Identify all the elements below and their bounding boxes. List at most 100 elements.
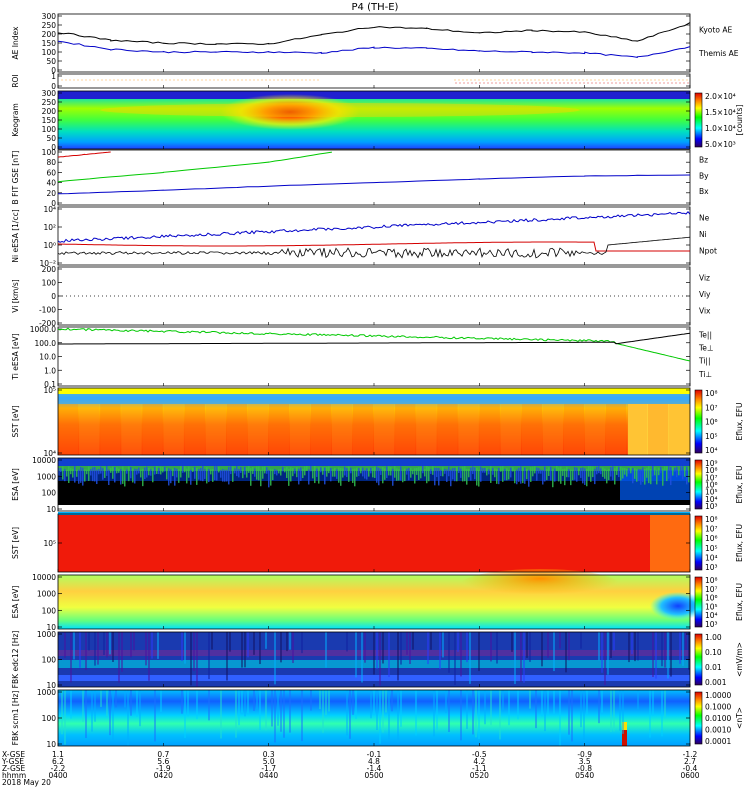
xaxis-date: 2018 May 20 — [2, 778, 51, 787]
esa_e-stripe — [60, 467, 62, 473]
fbk_b-stripe — [508, 690, 510, 726]
roi-dot — [185, 79, 187, 81]
fbk_b-stripe — [100, 690, 102, 707]
esa_e-stripe — [116, 467, 118, 474]
esa_e-stripe — [234, 468, 236, 474]
esa_e-stripe — [288, 468, 290, 486]
fbk_b-stripe — [127, 690, 129, 746]
roi-dot — [173, 79, 175, 81]
fbk_b-stripe — [235, 690, 237, 738]
roi-dot — [546, 79, 548, 81]
esa_e-stripe — [540, 469, 542, 474]
esa_e-stripe — [574, 467, 576, 480]
fbk_b-stripe — [433, 690, 435, 737]
roi-dot — [478, 79, 480, 81]
esa_e-stripe — [130, 467, 132, 479]
esa_e-stripe — [276, 469, 278, 476]
density-ytick-label: 10⁻² — [39, 259, 56, 268]
roi-dot — [566, 79, 568, 81]
esa_e-stripe — [238, 469, 240, 478]
esa_e-stripe — [82, 467, 84, 486]
roi-dot — [595, 82, 597, 84]
fbk_e-stripe — [406, 632, 408, 655]
roi-dot — [515, 82, 517, 84]
roi-dot — [571, 82, 573, 84]
sst_e-block — [668, 404, 690, 455]
esa_e-colorbar-label: 10³ — [705, 502, 718, 511]
fbk_e-stripe — [289, 632, 291, 650]
density-series-ni — [57, 236, 691, 259]
fbk_b-stripe — [181, 690, 183, 714]
fbk_b-stripe — [484, 690, 486, 725]
roi-dot — [675, 82, 677, 84]
sst_e-block — [79, 404, 100, 455]
esa_e-stripe — [194, 466, 196, 479]
esa_e-stripe — [86, 469, 88, 475]
fbk_b-colorbar-title: <nT> — [735, 707, 744, 729]
fbk_b-ylabel: FBK scm1 [Hz] — [11, 691, 20, 746]
esa_e-stripe — [552, 469, 554, 488]
fbk_e-stripe — [373, 632, 375, 675]
esa_e-stripe — [244, 466, 246, 475]
sst_e-block — [626, 404, 648, 455]
roi-dot — [686, 79, 688, 81]
esa_e-stripe — [444, 468, 446, 474]
roi-dot — [475, 82, 477, 84]
fbk_b-stripe — [106, 690, 108, 717]
fbk_e-stripe — [301, 632, 303, 654]
fbk_e-colorbar-label: 0.10 — [705, 648, 722, 657]
roi-dot — [97, 79, 99, 81]
roi-dot — [554, 79, 556, 81]
keo-colorbar-label: 5.0×10³ — [705, 140, 736, 149]
esa_e-stripe — [620, 466, 622, 481]
fbk_b-stripe — [280, 690, 282, 732]
esa_e-stripe — [208, 469, 210, 483]
roi-dot — [619, 82, 621, 84]
sst_e-colorbar-label: 10⁴ — [705, 446, 718, 455]
esa_e-stripe — [138, 467, 140, 474]
fbk_e-stripe — [604, 632, 606, 686]
esa_e-stripe — [362, 467, 364, 477]
esa_e-stripe — [356, 467, 358, 477]
roi-dot — [85, 79, 87, 81]
esa_e-stripe — [522, 467, 524, 484]
esa_e-stripe — [110, 467, 112, 473]
roi-dot — [606, 79, 608, 81]
esa_e-stripe — [232, 466, 234, 482]
fbk_b-stripe — [109, 690, 111, 736]
roi-dot — [663, 82, 665, 84]
esa_e-stripe — [106, 466, 108, 476]
esa_e-stripe — [548, 467, 550, 476]
esa_e-stripe — [622, 467, 624, 479]
fbk_b-stripe — [85, 690, 87, 739]
roi-dot — [93, 79, 95, 81]
sst_e-block — [563, 404, 585, 455]
fbk_b-stripe — [385, 690, 387, 713]
esa_e-stripe — [624, 467, 626, 475]
fbk_e-stripe — [103, 632, 105, 656]
xaxis-value: 0400 — [48, 771, 67, 780]
fbk_e-stripe — [145, 632, 147, 666]
sst_e-block — [268, 404, 290, 455]
fbk_e-stripe — [628, 632, 630, 663]
fbk_b-stripe — [256, 690, 258, 710]
fbk_b-stripe — [382, 690, 384, 733]
roi-dot — [113, 79, 115, 81]
roi-dot — [301, 79, 303, 81]
fbk_b-stripe — [661, 690, 663, 737]
xaxis-value: 0.3 — [263, 750, 275, 759]
fbk_e-stripe — [196, 632, 198, 687]
xaxis-value: -1.2 — [683, 750, 698, 759]
esa_e-stripe — [324, 467, 326, 485]
esa_e-stripe — [642, 467, 644, 483]
fbk_b-stripe — [502, 690, 504, 712]
esa_e-stripe — [386, 466, 388, 479]
roi-dot — [458, 79, 460, 81]
sst_i-colorbar-label: 10⁶ — [705, 534, 718, 543]
fbk_b-stripe — [136, 690, 138, 717]
keo-colorbar-label: 1.0×10⁴ — [705, 124, 736, 133]
roi-dot — [627, 82, 629, 84]
fbk_e-stripe — [688, 632, 690, 670]
sst_e-ytick-label: 10⁵ — [43, 386, 56, 395]
sst_e-block — [289, 404, 311, 455]
